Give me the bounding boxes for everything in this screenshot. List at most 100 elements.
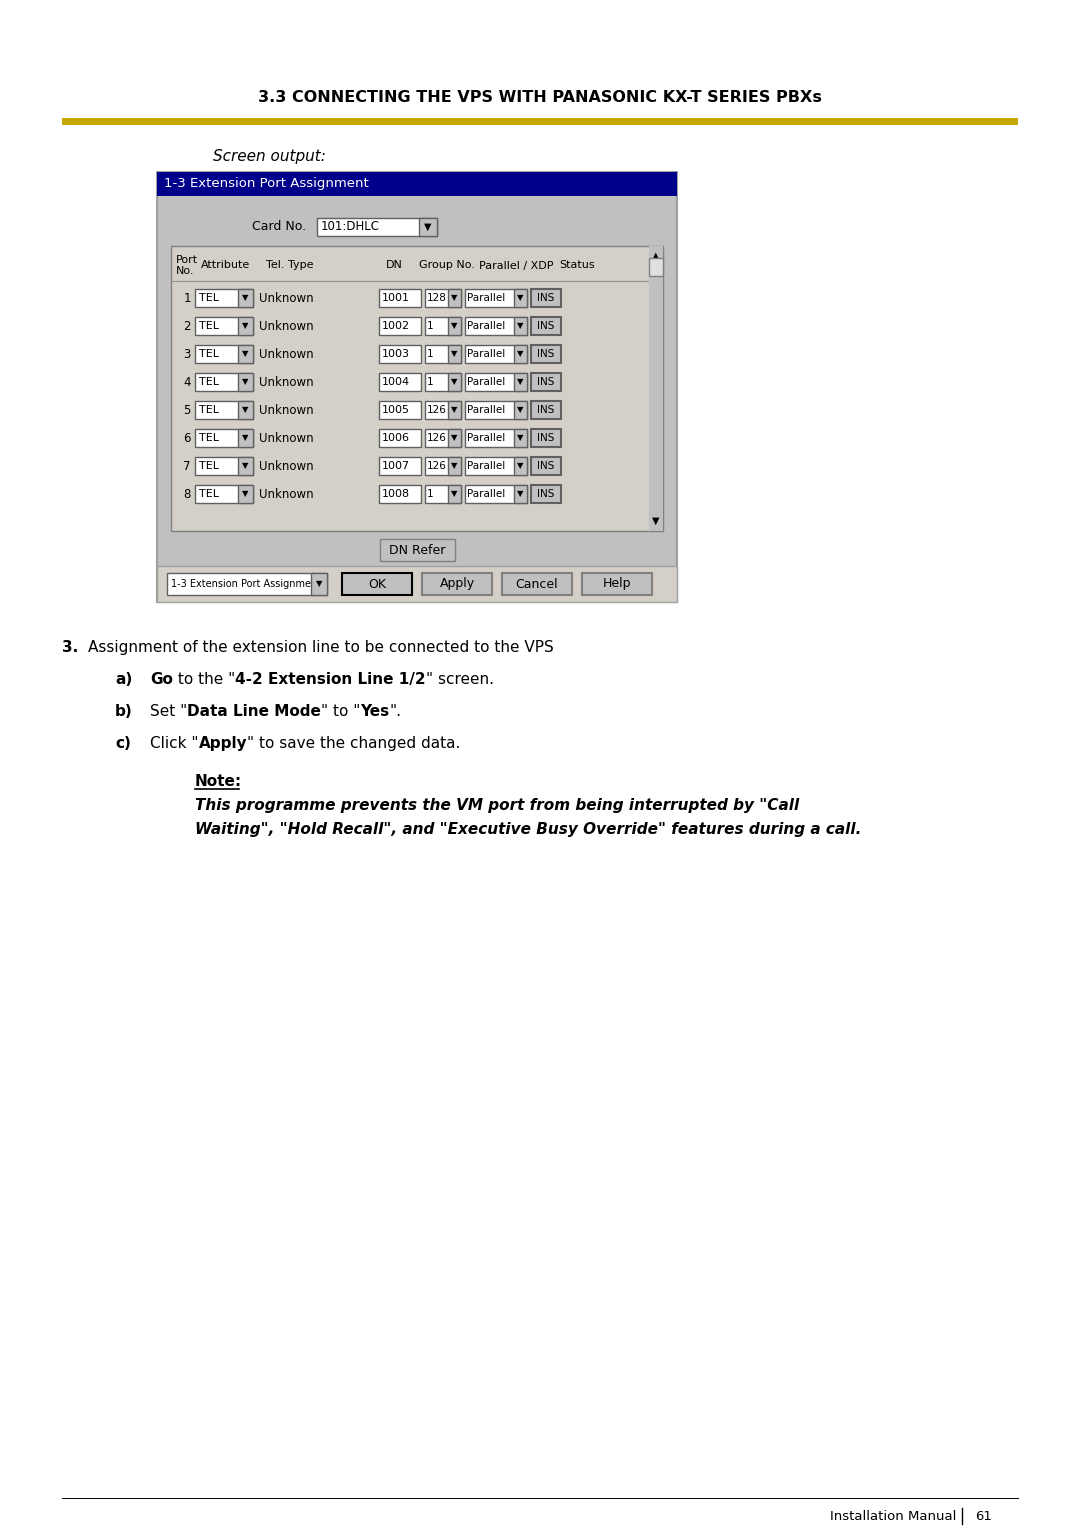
Bar	[195, 345, 253, 364]
Text: ▼: ▼	[517, 321, 524, 330]
Bar	[514, 429, 527, 448]
Text: 1004: 1004	[382, 377, 410, 387]
Text: ▼: ▼	[517, 293, 524, 303]
Text: Parallel: Parallel	[467, 321, 505, 332]
Bar	[238, 429, 253, 448]
Text: Go: Go	[150, 672, 173, 688]
Bar	[195, 373, 253, 391]
Bar	[649, 258, 663, 277]
Text: Group No.: Group No.	[419, 260, 475, 270]
Text: TEL: TEL	[199, 321, 219, 332]
Bar	[379, 429, 421, 448]
Text: ▲: ▲	[652, 251, 660, 261]
Bar	[419, 219, 437, 235]
Text: 1006: 1006	[382, 432, 410, 443]
Bar	[62, 118, 1018, 125]
Text: 1: 1	[184, 292, 191, 304]
Text: Set ": Set "	[150, 704, 187, 720]
Text: Card No.: Card No.	[252, 220, 306, 234]
Bar	[531, 373, 561, 391]
Bar	[422, 573, 492, 594]
Text: ▼: ▼	[517, 461, 524, 471]
Text: 1003: 1003	[382, 348, 410, 359]
Bar	[195, 316, 253, 335]
Text: TEL: TEL	[199, 461, 219, 471]
Text: 1002: 1002	[382, 321, 410, 332]
Bar	[448, 484, 461, 503]
Text: 2: 2	[184, 319, 191, 333]
Bar	[465, 373, 527, 391]
Bar	[157, 565, 677, 602]
Bar	[531, 429, 561, 448]
Text: Cancel: Cancel	[515, 578, 558, 590]
Text: 3: 3	[184, 347, 191, 361]
Text: 1001: 1001	[382, 293, 410, 303]
Bar	[426, 373, 461, 391]
Text: ▼: ▼	[242, 434, 248, 443]
Bar	[502, 573, 572, 594]
Text: Parallel / XDP: Parallel / XDP	[480, 260, 554, 270]
Bar	[379, 289, 421, 307]
Bar	[195, 457, 253, 475]
Text: ▼: ▼	[451, 293, 458, 303]
Bar	[426, 484, 461, 503]
Bar	[448, 429, 461, 448]
Bar	[167, 573, 327, 594]
Text: ▼: ▼	[517, 405, 524, 414]
Bar	[379, 539, 455, 561]
Text: Status: Status	[559, 260, 595, 270]
Text: a): a)	[114, 672, 132, 688]
Text: TEL: TEL	[199, 348, 219, 359]
Bar	[426, 400, 461, 419]
Text: 3.3 CONNECTING THE VPS WITH PANASONIC KX-T SERIES PBXs: 3.3 CONNECTING THE VPS WITH PANASONIC KX…	[258, 90, 822, 104]
Text: Parallel: Parallel	[467, 405, 505, 416]
Text: 1-3 Extension Port Assignment: 1-3 Extension Port Assignment	[164, 177, 368, 191]
Text: 1005: 1005	[382, 405, 410, 416]
Text: INS: INS	[538, 432, 555, 443]
Text: Unknown: Unknown	[259, 460, 313, 472]
Text: TEL: TEL	[199, 489, 219, 500]
Text: Apply: Apply	[199, 736, 247, 750]
Bar	[514, 345, 527, 364]
Text: Unknown: Unknown	[259, 487, 313, 501]
Text: Attribute: Attribute	[201, 260, 251, 270]
Text: to the ": to the "	[173, 672, 235, 688]
Text: Installation Manual: Installation Manual	[831, 1510, 957, 1522]
Bar	[318, 219, 437, 235]
Bar	[514, 316, 527, 335]
Bar	[448, 316, 461, 335]
Bar	[238, 373, 253, 391]
Text: ▼: ▼	[242, 461, 248, 471]
Text: c): c)	[114, 736, 131, 750]
Text: Parallel: Parallel	[467, 432, 505, 443]
Bar	[342, 573, 411, 594]
Bar	[448, 457, 461, 475]
Text: ▼: ▼	[242, 377, 248, 387]
Bar	[379, 400, 421, 419]
Bar	[514, 289, 527, 307]
Text: ▼: ▼	[242, 350, 248, 359]
Text: Tel. Type: Tel. Type	[266, 260, 313, 270]
Text: 1: 1	[427, 377, 434, 387]
Text: INS: INS	[538, 348, 555, 359]
Bar	[531, 484, 561, 503]
Text: Screen output:: Screen output:	[213, 150, 326, 165]
Text: INS: INS	[538, 377, 555, 387]
Text: Note:: Note:	[195, 775, 242, 788]
Text: 1-3 Extension Port Assignment: 1-3 Extension Port Assignment	[171, 579, 321, 588]
Text: Unknown: Unknown	[259, 376, 313, 388]
Text: Click ": Click "	[150, 736, 199, 750]
Text: ▼: ▼	[451, 377, 458, 387]
Text: Parallel: Parallel	[467, 293, 505, 303]
Bar	[379, 316, 421, 335]
Bar	[379, 457, 421, 475]
Text: Help: Help	[603, 578, 631, 590]
Text: ▼: ▼	[517, 489, 524, 498]
Text: Port
No.: Port No.	[176, 255, 198, 277]
Text: 1: 1	[427, 348, 434, 359]
Bar	[531, 345, 561, 364]
Text: Assignment of the extension line to be connected to the VPS: Assignment of the extension line to be c…	[87, 640, 554, 656]
Bar	[379, 484, 421, 503]
Text: ▼: ▼	[242, 405, 248, 414]
Text: " screen.: " screen.	[426, 672, 494, 688]
